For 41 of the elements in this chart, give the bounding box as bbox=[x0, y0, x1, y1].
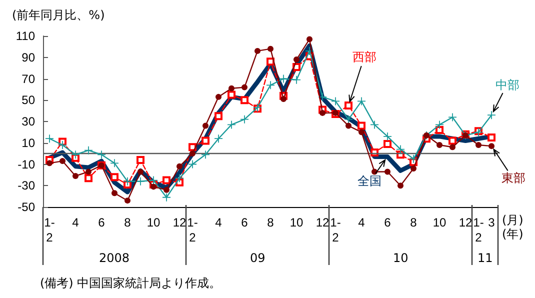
y-tick-label: -30 bbox=[18, 178, 36, 193]
text: 2008 bbox=[99, 251, 130, 265]
y-tick-label: 10 bbox=[22, 136, 36, 150]
x-tick-label: 10 bbox=[146, 216, 160, 230]
y-tick-label: 90 bbox=[22, 50, 36, 64]
x-tick-label: 6 bbox=[98, 216, 106, 230]
x-tick-label: 12 bbox=[316, 216, 330, 230]
text: (備考) 中国国家統計局より作成。 bbox=[40, 276, 222, 290]
y-axis-title: (前年同月比、%) bbox=[12, 8, 105, 22]
text: (月) bbox=[502, 213, 524, 227]
x-tick-label: 6 bbox=[241, 216, 248, 230]
y-tick-label: 110 bbox=[16, 29, 36, 43]
x-tick-label: 3 bbox=[488, 216, 496, 230]
text: 09 bbox=[250, 251, 266, 265]
series-label: 中部 bbox=[496, 78, 520, 92]
y-tick-label: 30 bbox=[22, 114, 36, 128]
y-tick-label: -50 bbox=[18, 200, 36, 214]
y-tick-label: 70 bbox=[22, 72, 36, 86]
x-tick-label: 4 bbox=[358, 216, 366, 230]
text: (年) bbox=[502, 227, 524, 241]
x-tick-label: 10 bbox=[432, 216, 446, 230]
text: 10 bbox=[393, 251, 408, 265]
x-tick-label: 12 bbox=[458, 216, 472, 230]
x-tick-label: 1-2 bbox=[44, 216, 55, 244]
text: 東部 bbox=[502, 171, 526, 186]
y-tick-label: 50 bbox=[22, 93, 36, 108]
x-tick-label: 12 bbox=[172, 216, 186, 230]
text: 11 bbox=[478, 251, 493, 265]
x-tick-label: 1-2 bbox=[473, 216, 484, 244]
x-tick-label: 4 bbox=[72, 216, 80, 230]
x-tick-label: 4 bbox=[215, 216, 222, 230]
series-label: 全国 bbox=[358, 174, 382, 188]
x-tick-label: 8 bbox=[124, 216, 132, 230]
text: 西部 bbox=[352, 50, 376, 64]
x-tick-label: 6 bbox=[384, 216, 392, 230]
y-tick-label: -10 bbox=[18, 157, 36, 172]
x-tick-label: 8 bbox=[267, 216, 274, 230]
x-tick-label: 8 bbox=[410, 216, 418, 230]
x-tick-label: 10 bbox=[290, 216, 304, 230]
x-tick-label: 1-2 bbox=[330, 216, 341, 244]
x-tick-label: 1-2 bbox=[187, 216, 198, 244]
